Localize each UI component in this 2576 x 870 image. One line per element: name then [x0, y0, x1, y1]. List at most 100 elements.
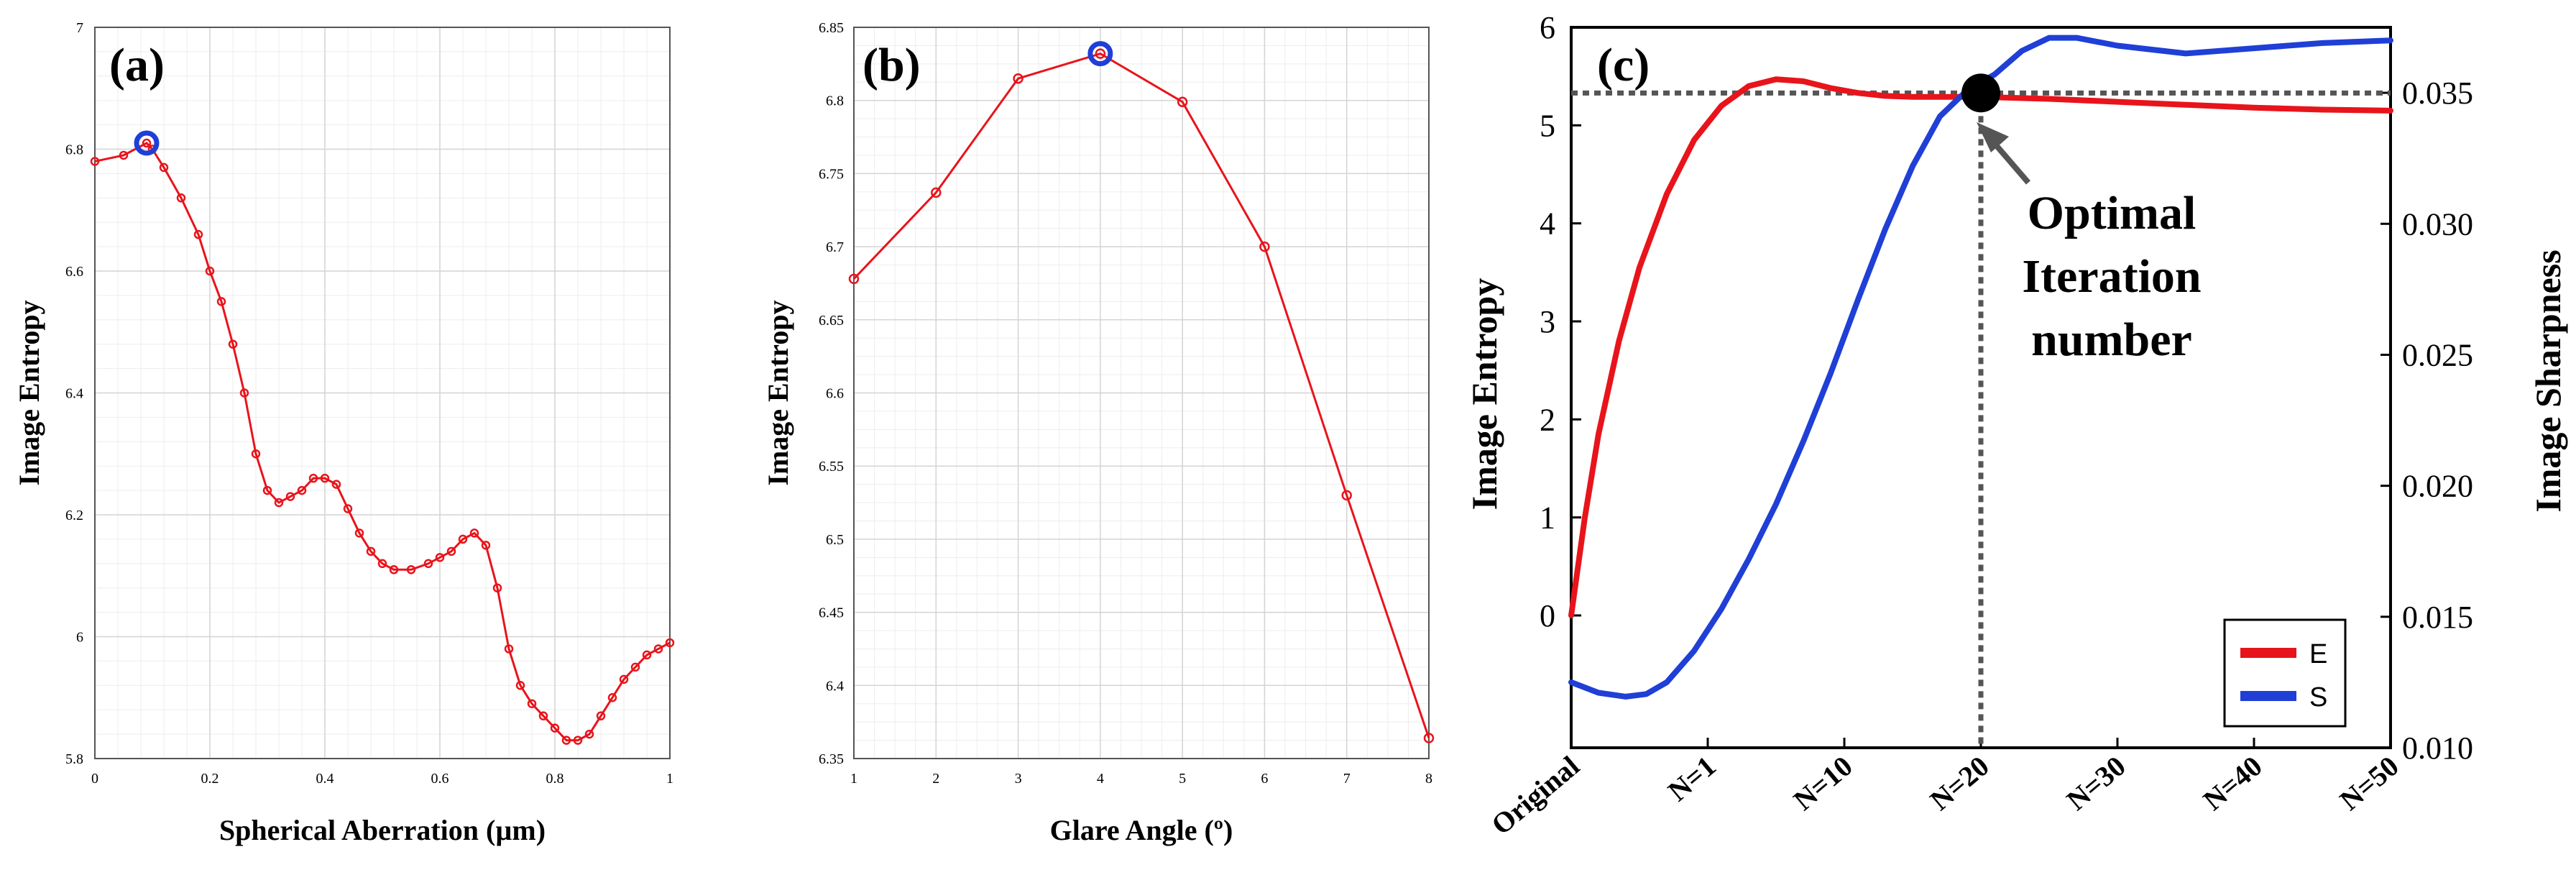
- data-point: [446, 546, 456, 557]
- y-tick-label-left: 4: [1540, 206, 1555, 242]
- y-tick-label: 6: [76, 630, 83, 646]
- y-tick-label: 6.4: [826, 678, 844, 694]
- data-point: [228, 339, 238, 349]
- data-point: [584, 729, 594, 739]
- y-tick-label-left: 5: [1540, 108, 1555, 143]
- data-point: [619, 674, 629, 684]
- data-point: [216, 297, 226, 306]
- data-point: [642, 650, 652, 660]
- series-line-entropy: [852, 52, 1430, 739]
- y-tick-label-left: 3: [1540, 304, 1555, 339]
- panel-b: 1 2 3 4 5 6 7 8 6.35 6.4 6.45 6.5 6.55 6.6 6.65 6.7 6.75…: [762, 20, 1435, 846]
- data-point: [285, 492, 295, 501]
- data-point: [262, 485, 272, 495]
- y-tick-label: 6.2: [65, 508, 83, 523]
- data-point: [1423, 733, 1435, 743]
- y-tick-label: 6.5: [826, 532, 844, 548]
- y-axis-title-b: Image Entropy: [762, 300, 794, 485]
- data-point: [274, 498, 284, 508]
- data-point: [423, 559, 433, 569]
- plot-frame-b: [853, 27, 1430, 759]
- series-line-e: [1568, 76, 2393, 618]
- data-point: [389, 565, 399, 574]
- data-point: [527, 699, 537, 708]
- panel-label-a: (a): [109, 39, 165, 91]
- data-point: [848, 273, 860, 285]
- annotation-arrow-head: [1977, 122, 2009, 152]
- x-axis-title-a: Spherical Aberration (µm): [219, 814, 546, 846]
- annotation-text: Optimal: [2028, 187, 2196, 239]
- y-tick-label: 6.45: [819, 605, 844, 621]
- data-point: [1341, 490, 1352, 501]
- y-tick-label: 6.7: [826, 239, 844, 255]
- data-point: [239, 388, 249, 398]
- data-point: [297, 485, 307, 495]
- y-tick-label: 6.85: [819, 20, 844, 36]
- data-point: [193, 229, 203, 239]
- y-tick-label: 6.55: [819, 459, 844, 475]
- x-axis-title-b: Glare Angle (º): [1050, 814, 1233, 846]
- data-point: [142, 138, 152, 148]
- legend-label-e: E: [2309, 639, 2327, 669]
- data-point: [630, 662, 640, 672]
- data-point: [573, 736, 583, 745]
- panel-a: 0 0.2 0.4 0.6 0.8 1 5.8 6 6.2 6.4 6.6 6.8 7 (a) Spheri…: [13, 20, 675, 846]
- y-tick-label-left: 0: [1540, 598, 1555, 633]
- legend-label-s: S: [2309, 682, 2327, 713]
- y-tick-label-right: 0.015: [2402, 600, 2473, 635]
- data-point: [251, 449, 261, 459]
- annotation-text: Iteration: [2022, 250, 2201, 303]
- panel-label-c: (c): [1597, 39, 1650, 91]
- x-tick-label: 5: [1179, 771, 1186, 787]
- y-tick-label-left: 1: [1540, 500, 1555, 536]
- data-point: [653, 644, 663, 654]
- data-point: [320, 473, 330, 483]
- x-tick-label: 1: [850, 771, 857, 787]
- data-point: [354, 528, 364, 538]
- data-point: [366, 546, 376, 557]
- legend-box: [2223, 618, 2347, 728]
- y-tick-label: 7: [76, 20, 83, 36]
- x-tick-label: N=10: [1788, 749, 1859, 816]
- data-point: [492, 583, 502, 592]
- x-tick-label: 8: [1425, 771, 1432, 787]
- data-point: [331, 480, 341, 489]
- x-tick-label: 3: [1015, 771, 1022, 787]
- data-point: [159, 162, 169, 173]
- optimal-marker-b: [1087, 41, 1113, 67]
- data-point: [596, 711, 606, 720]
- data-point: [469, 528, 479, 538]
- y-tick-label: 6.65: [819, 313, 844, 329]
- x-tick-label: 0.8: [546, 771, 564, 787]
- data-point: [1259, 241, 1270, 252]
- data-point: [176, 193, 186, 203]
- panel-label-b: (b): [862, 39, 921, 91]
- data-point: [1095, 48, 1106, 59]
- data-point: [308, 473, 318, 483]
- data-point: [1177, 96, 1188, 107]
- data-point: [343, 504, 353, 513]
- data-point: [481, 541, 491, 550]
- series-line-s: [1568, 35, 2393, 700]
- annotation-arrow-shaft: [1990, 139, 2031, 185]
- data-point: [205, 266, 215, 276]
- plot-frame-a: [94, 27, 671, 759]
- y-tick-label-right: 0.010: [2402, 731, 2473, 766]
- data-point: [561, 736, 571, 745]
- x-tick-label: N=30: [2061, 749, 2132, 816]
- data-point: [931, 187, 942, 198]
- y-tick-label: 6.6: [826, 386, 844, 402]
- data-point: [1013, 73, 1024, 84]
- x-tick-label: 7: [1343, 771, 1351, 787]
- x-tick-label: Original: [1485, 749, 1586, 841]
- data-point: [607, 693, 617, 702]
- data-point: [550, 723, 560, 733]
- y-axis-title-left-c: Image Entropy: [1464, 278, 1504, 510]
- data-point: [90, 157, 100, 166]
- data-point: [119, 150, 129, 160]
- x-tick-label: 0.6: [431, 771, 449, 787]
- y-tick-label: 5.8: [65, 751, 83, 767]
- y-tick-label-right: 0.025: [2402, 337, 2473, 372]
- y-axis-title-right-c: Image Sharpness: [2528, 249, 2568, 512]
- y-tick-label-right: 0.035: [2402, 75, 2473, 111]
